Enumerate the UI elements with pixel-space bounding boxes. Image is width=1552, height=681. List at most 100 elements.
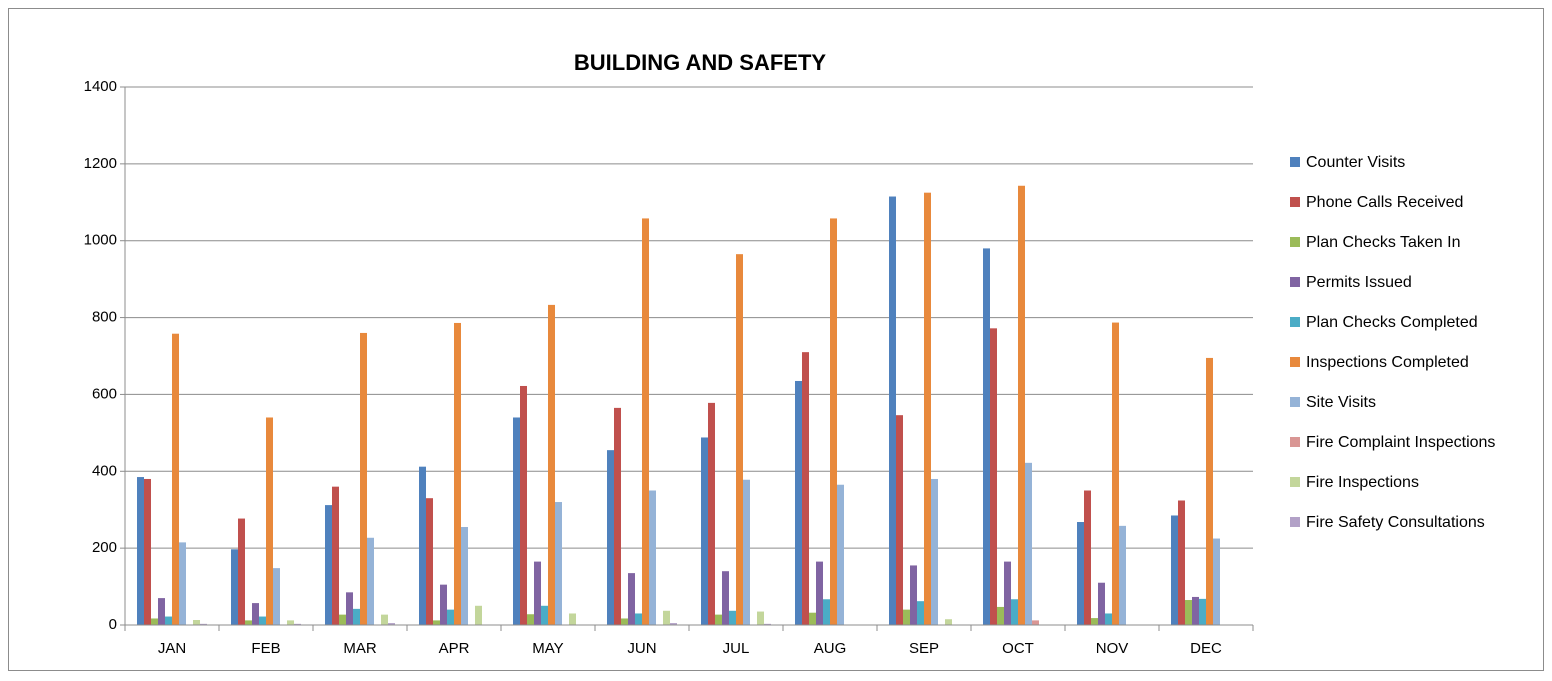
legend-label: Inspections Completed bbox=[1306, 354, 1469, 371]
bar bbox=[1018, 185, 1025, 626]
legend-label: Plan Checks Taken In bbox=[1306, 234, 1460, 251]
y-tick-label: 600 bbox=[92, 385, 117, 402]
bar bbox=[179, 542, 186, 625]
bar bbox=[1206, 357, 1213, 625]
bar bbox=[795, 380, 802, 625]
bar bbox=[816, 561, 823, 625]
x-tick-label: JUN bbox=[627, 640, 656, 657]
bar bbox=[663, 610, 670, 625]
y-tick-label: 0 bbox=[109, 616, 117, 633]
bar bbox=[715, 614, 722, 625]
bar bbox=[649, 490, 656, 625]
legend-swatch bbox=[1290, 277, 1300, 287]
bar bbox=[802, 352, 809, 625]
legend-swatch bbox=[1290, 477, 1300, 487]
legend-swatch bbox=[1290, 397, 1300, 407]
bar bbox=[360, 332, 367, 625]
bar bbox=[419, 466, 426, 625]
bar bbox=[830, 218, 837, 625]
bar bbox=[447, 609, 454, 625]
bar bbox=[1084, 490, 1091, 625]
bar bbox=[1119, 525, 1126, 625]
x-tick-label: MAR bbox=[343, 640, 377, 657]
x-tick-label: JAN bbox=[158, 640, 186, 657]
bar bbox=[635, 613, 642, 625]
bar bbox=[231, 549, 238, 625]
bar bbox=[1011, 599, 1018, 625]
y-tick-label: 200 bbox=[92, 539, 117, 556]
bar bbox=[252, 603, 259, 625]
bar bbox=[997, 606, 1004, 625]
bar bbox=[990, 328, 997, 625]
legend-swatch bbox=[1290, 317, 1300, 327]
bar bbox=[1004, 561, 1011, 625]
legend-label: Phone Calls Received bbox=[1306, 194, 1463, 211]
bar bbox=[426, 498, 433, 625]
bar bbox=[764, 623, 771, 625]
bar bbox=[433, 620, 440, 625]
bar bbox=[910, 565, 917, 625]
bar bbox=[1091, 618, 1098, 625]
bar bbox=[1199, 598, 1206, 625]
legend-label: Fire Complaint Inspections bbox=[1306, 434, 1495, 451]
bar bbox=[534, 561, 541, 625]
bar bbox=[1185, 600, 1192, 625]
bar bbox=[527, 614, 534, 625]
chart-title: BUILDING AND SAFETY bbox=[574, 50, 827, 75]
bar bbox=[353, 608, 360, 625]
bar bbox=[757, 611, 764, 625]
y-tick-label: 1000 bbox=[84, 232, 117, 249]
bar bbox=[548, 304, 555, 625]
x-tick-label: NOV bbox=[1096, 640, 1129, 657]
legend-label: Permits Issued bbox=[1306, 274, 1412, 291]
chart-border bbox=[8, 8, 1544, 671]
bar bbox=[454, 322, 461, 625]
bar bbox=[708, 402, 715, 625]
bar bbox=[621, 618, 628, 625]
bar bbox=[259, 616, 266, 625]
bar bbox=[144, 478, 151, 625]
bar bbox=[809, 612, 816, 625]
bar bbox=[983, 248, 990, 625]
bar bbox=[1171, 515, 1178, 625]
bar bbox=[461, 527, 468, 625]
bar bbox=[541, 605, 548, 625]
legend-swatch bbox=[1290, 157, 1300, 167]
y-tick-label: 800 bbox=[92, 309, 117, 326]
legend-label: Fire Inspections bbox=[1306, 474, 1419, 491]
bar bbox=[158, 598, 165, 625]
x-tick-label: APR bbox=[439, 640, 470, 657]
bar bbox=[1112, 322, 1119, 625]
legend-swatch bbox=[1290, 197, 1300, 207]
bar bbox=[837, 484, 844, 625]
bar bbox=[642, 218, 649, 625]
bar bbox=[896, 415, 903, 625]
bar bbox=[513, 417, 520, 625]
bar bbox=[1025, 462, 1032, 625]
bar bbox=[1077, 522, 1084, 625]
x-tick-label: AUG bbox=[814, 640, 847, 657]
bar bbox=[381, 614, 388, 625]
bar bbox=[1178, 500, 1185, 625]
bar bbox=[294, 623, 301, 625]
bar bbox=[1098, 582, 1105, 625]
bar bbox=[1213, 538, 1220, 625]
bar bbox=[1105, 613, 1112, 625]
bar bbox=[165, 616, 172, 625]
x-tick-label: JUL bbox=[723, 640, 750, 657]
x-tick-label: FEB bbox=[251, 640, 280, 657]
x-tick-label: DEC bbox=[1190, 640, 1222, 657]
legend-swatch bbox=[1290, 437, 1300, 447]
legend-swatch bbox=[1290, 237, 1300, 247]
bar bbox=[172, 333, 179, 625]
bar bbox=[701, 437, 708, 625]
bar bbox=[151, 618, 158, 625]
bar bbox=[193, 620, 200, 625]
bar bbox=[200, 623, 207, 625]
y-tick-label: 1400 bbox=[84, 78, 117, 95]
bar bbox=[475, 605, 482, 625]
legend-label: Plan Checks Completed bbox=[1306, 314, 1478, 331]
bar bbox=[931, 478, 938, 625]
bar bbox=[273, 568, 280, 625]
